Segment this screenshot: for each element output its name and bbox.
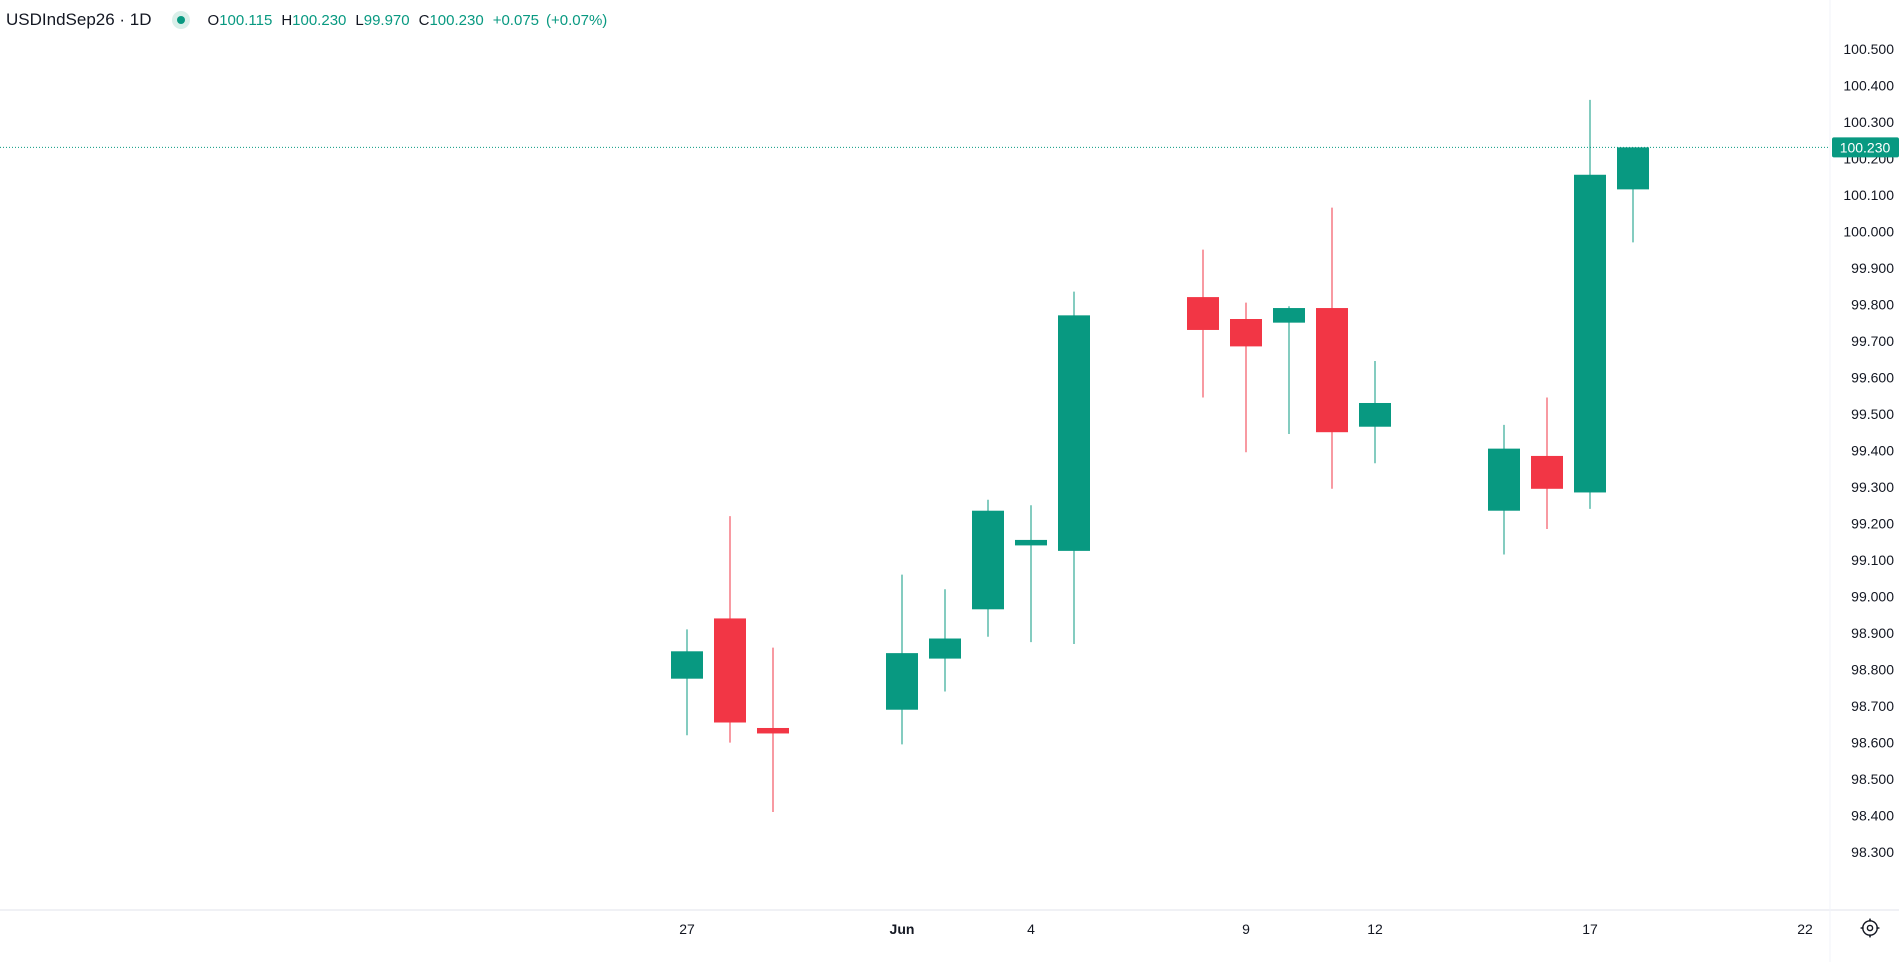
price-axis-tick-label: 98.800 xyxy=(1851,662,1894,678)
price-axis-tick-label: 98.500 xyxy=(1851,771,1894,787)
candle-body[interactable] xyxy=(671,651,703,679)
time-axis-tick-label: Jun xyxy=(890,921,915,937)
price-axis-tick-label: 98.700 xyxy=(1851,698,1894,714)
candle-body[interactable] xyxy=(1617,147,1649,190)
price-axis-tick-label: 98.400 xyxy=(1851,808,1894,824)
price-axis-tick-label: 99.100 xyxy=(1851,552,1894,568)
candle-body[interactable] xyxy=(1273,308,1305,323)
chart-settings-button[interactable] xyxy=(1859,917,1881,939)
symbol-title[interactable]: USDIndSep26 · 1D xyxy=(6,10,152,29)
candle-body[interactable] xyxy=(714,618,746,723)
time-axis-tick-label: 27 xyxy=(679,921,695,937)
low-label: L xyxy=(355,11,364,29)
last-price-tag-label: 100.230 xyxy=(1840,139,1891,155)
candle-body[interactable] xyxy=(1058,315,1090,551)
candle-body[interactable] xyxy=(1488,448,1520,511)
candle-body[interactable] xyxy=(929,638,961,659)
candle-body[interactable] xyxy=(1230,319,1262,347)
price-axis-tick-label: 99.500 xyxy=(1851,406,1894,422)
price-axis-tick-label: 99.300 xyxy=(1851,479,1894,495)
change-value: +0.075 xyxy=(492,11,539,29)
candle-body[interactable] xyxy=(757,727,789,734)
candle-body[interactable] xyxy=(1015,539,1047,546)
price-axis-tick-label: 99.700 xyxy=(1851,333,1894,349)
open-label: O xyxy=(207,11,220,29)
price-axis-tick-label: 98.600 xyxy=(1851,735,1894,751)
candle-body[interactable] xyxy=(1359,402,1391,427)
price-axis-tick-label: 99.800 xyxy=(1851,296,1894,312)
high-label: H xyxy=(281,11,293,29)
close-value: 100.230 xyxy=(429,11,484,29)
change-percent: (+0.07%) xyxy=(546,11,608,29)
price-axis-tick-label: 99.400 xyxy=(1851,442,1894,458)
price-axis-tick-label: 99.600 xyxy=(1851,369,1894,385)
price-axis-tick-label: 100.000 xyxy=(1843,223,1894,239)
candle-body[interactable] xyxy=(972,510,1004,610)
price-axis-tick-label: 100.400 xyxy=(1843,77,1894,93)
time-axis-tick-label: 4 xyxy=(1027,921,1035,937)
high-value: 100.230 xyxy=(292,11,347,29)
chart-legend-header: USDIndSep26 · 1D O 100.115 H 100.230 L 9… xyxy=(6,8,614,32)
price-axis-tick-label: 98.300 xyxy=(1851,844,1894,860)
price-axis-tick-label: 100.500 xyxy=(1843,41,1894,57)
candle-body[interactable] xyxy=(886,653,918,710)
price-axis-tick-label: 99.900 xyxy=(1851,260,1894,276)
price-axis-tick-label: 100.100 xyxy=(1843,187,1894,203)
candle-body[interactable] xyxy=(1574,174,1606,493)
candle-body[interactable] xyxy=(1531,455,1563,489)
price-axis-tick-label: 98.900 xyxy=(1851,625,1894,641)
time-axis-tick-label: 12 xyxy=(1367,921,1383,937)
last-price-tag xyxy=(1832,137,1899,158)
price-axis-tick-label: 99.200 xyxy=(1851,515,1894,531)
candle-body[interactable] xyxy=(1316,308,1348,433)
price-axis-tick-label: 99.000 xyxy=(1851,589,1894,605)
time-axis-tick-label: 22 xyxy=(1797,921,1813,937)
low-value: 99.970 xyxy=(363,11,410,29)
time-axis-tick-label: 17 xyxy=(1582,921,1598,937)
candle-body[interactable] xyxy=(1187,297,1219,330)
gear-icon xyxy=(1860,918,1880,938)
time-axis-tick-label: 9 xyxy=(1242,921,1250,937)
open-value: 100.115 xyxy=(219,11,273,29)
market-status-icon[interactable] xyxy=(171,11,190,29)
close-label: C xyxy=(418,11,430,29)
price-axis-tick-label: 100.300 xyxy=(1843,114,1894,130)
